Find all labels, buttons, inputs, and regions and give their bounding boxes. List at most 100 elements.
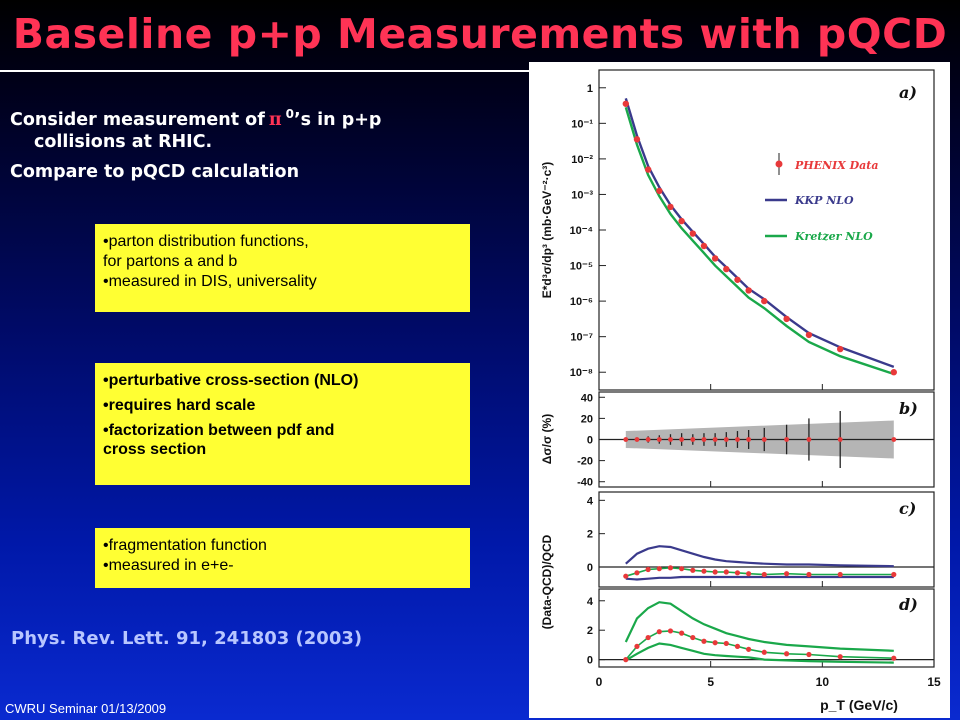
data-point [735, 437, 740, 442]
data-point [701, 638, 707, 644]
data-point [623, 437, 629, 442]
data-point [622, 100, 629, 107]
xsec-item-3-cont: cross section [103, 441, 207, 458]
data-point [723, 437, 729, 442]
legend-phenix: PHENIX Data [794, 159, 879, 172]
data-point [745, 287, 752, 294]
y-tick-label: 4 [587, 495, 594, 507]
data-point [634, 570, 640, 576]
data-point [645, 437, 651, 442]
intro-text: Consider measurement of π 0’s in p+p colli… [10, 103, 510, 183]
data-point [891, 437, 897, 442]
data-point [667, 565, 674, 571]
data-point [784, 437, 789, 442]
data-point [689, 230, 696, 237]
data-point [746, 646, 752, 652]
footer-seminar: CWRU Seminar 01/13/2009 [5, 701, 167, 716]
data-point [761, 649, 767, 655]
data-point [891, 571, 897, 578]
data-point [634, 437, 640, 442]
data-point [679, 437, 685, 442]
data-point [656, 566, 662, 572]
xsec-item-2: •requires hard scale [103, 397, 256, 414]
phenix-chart: 1 10⁻¹ 10⁻² 10⁻³ 10⁻⁴ 10⁻⁵ 10⁻⁶ 10⁻⁷ 10⁻⁸ E*d³σ/d… [540, 69, 941, 713]
y-tick-label: 0 [587, 655, 593, 667]
frag-item-1: •fragmentation function [103, 537, 267, 554]
data-point [806, 651, 812, 658]
data-point [701, 437, 707, 442]
intro-line-2: collisions at RHIC. [34, 131, 213, 152]
data-point [891, 655, 897, 661]
data-point [634, 643, 640, 649]
data-point [678, 217, 685, 225]
data-point [734, 570, 741, 576]
kkp-band-line [625, 575, 894, 581]
x-tick-label: 5 [707, 675, 714, 689]
data-point [837, 571, 843, 578]
legend-kkp: KKP NLO [794, 194, 854, 207]
data-point [668, 437, 673, 442]
data-point [806, 571, 812, 578]
data-point [656, 629, 662, 635]
data-point [623, 657, 629, 663]
data-point [701, 568, 707, 574]
data-point [734, 276, 741, 283]
data-point [837, 654, 843, 660]
panel-label: d) [899, 595, 918, 614]
xsec-item-3: •factorization between pdf and [103, 422, 335, 439]
cross-section-box: •perturbative cross-section (NLO) •requi… [95, 363, 470, 485]
legend-data-marker [775, 160, 783, 168]
data-point [656, 187, 663, 195]
y-tick-label: 10⁻² [571, 154, 593, 166]
y-tick-label: -40 [577, 477, 593, 489]
data-point [645, 566, 651, 573]
data-point [783, 315, 790, 323]
panel-d-frame [598, 588, 935, 668]
data-ratio-line [625, 566, 894, 577]
pi-superscript: 0 [285, 107, 294, 121]
fragmentation-box: •fragmentation function •measured in e+e… [95, 528, 470, 588]
y-tick-label: 1 [587, 83, 593, 95]
phenix-figure: 1 10⁻¹ 10⁻² 10⁻³ 10⁻⁴ 10⁻⁵ 10⁻⁶ 10⁻⁷ 10⁻⁸ E*d³σ/d… [529, 62, 950, 718]
data-point [837, 437, 843, 442]
y-tick-label: 10⁻⁶ [570, 296, 593, 308]
data-point [711, 255, 719, 262]
intro-line-1: Consider measurement of π 0’s in p+p [10, 103, 510, 131]
y-tick-label: 10⁻⁴ [570, 225, 593, 237]
legend-kretzer: Kretzer NLO [794, 230, 873, 243]
y-axis-label: E*d³σ/dp³ (mb·GeV⁻²·c³) [540, 162, 554, 299]
x-tick-label: 15 [927, 675, 941, 689]
y-tick-label: -20 [577, 456, 593, 468]
data-point [712, 437, 718, 442]
title-divider [0, 70, 540, 72]
data-point [667, 203, 674, 211]
data-point [723, 265, 730, 273]
data-point [633, 136, 641, 143]
data-point [656, 437, 662, 442]
data-point [746, 437, 752, 442]
pdf-box: •parton distribution functions, for part… [95, 224, 470, 312]
data-point [667, 628, 674, 634]
data-point [712, 569, 718, 575]
pdf-item-1: •parton distribution functions, [103, 233, 309, 250]
data-point [690, 634, 696, 641]
x-tick-label: 0 [596, 675, 603, 689]
y-tick-label: 10⁻⁵ [570, 261, 593, 273]
y-tick-label: 2 [587, 625, 593, 637]
data-point [734, 643, 741, 649]
data-point [645, 634, 651, 641]
panel-label: b) [899, 399, 918, 418]
x-tick-label: 10 [816, 675, 830, 689]
intro-line-3: Compare to pQCD calculation [10, 161, 300, 182]
kretzer-curve [624, 106, 895, 376]
kkp-band-line [625, 545, 894, 568]
intro-line-1-text: Consider measurement of [10, 109, 265, 130]
kretzer-band-line [624, 601, 894, 652]
data-point [690, 567, 696, 573]
y-tick-label: 10⁻³ [571, 189, 593, 201]
data-point [723, 640, 729, 647]
data-point [890, 369, 897, 376]
xsec-item-1: •perturbative cross-section (NLO) [103, 372, 359, 389]
panel-c-frame [598, 491, 935, 588]
panel-label: a) [899, 83, 917, 102]
